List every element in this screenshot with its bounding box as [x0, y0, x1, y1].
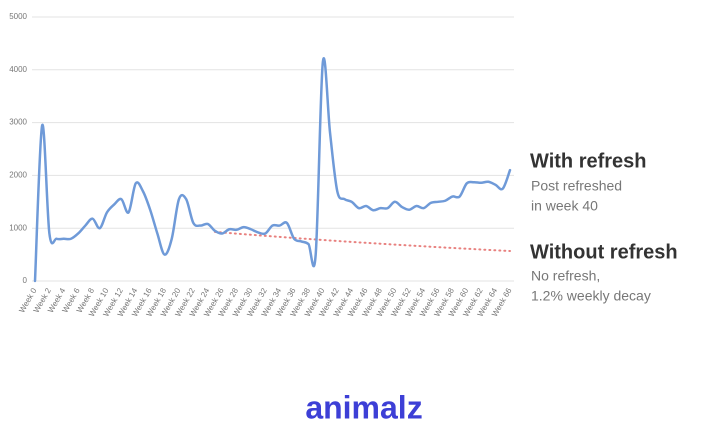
series-line — [213, 230, 511, 253]
y-tick-label: 5000 — [9, 12, 27, 21]
legend-title: Without refresh — [530, 241, 678, 263]
y-tick-label: 1000 — [9, 223, 27, 232]
y-tick-label: 3000 — [9, 118, 27, 127]
legend-note: Post refreshed — [531, 178, 622, 194]
legend-title: With refresh — [530, 150, 647, 172]
y-tick-label: 4000 — [9, 65, 27, 74]
legend-note: in week 40 — [531, 198, 598, 214]
legend-note: No refresh, — [531, 268, 600, 284]
y-tick-label: 2000 — [9, 171, 27, 180]
logo: animalz — [305, 389, 422, 425]
y-tick-label: 0 — [23, 276, 28, 285]
series-line — [33, 57, 512, 283]
legend-note: 1.2% weekly decay — [531, 288, 651, 304]
